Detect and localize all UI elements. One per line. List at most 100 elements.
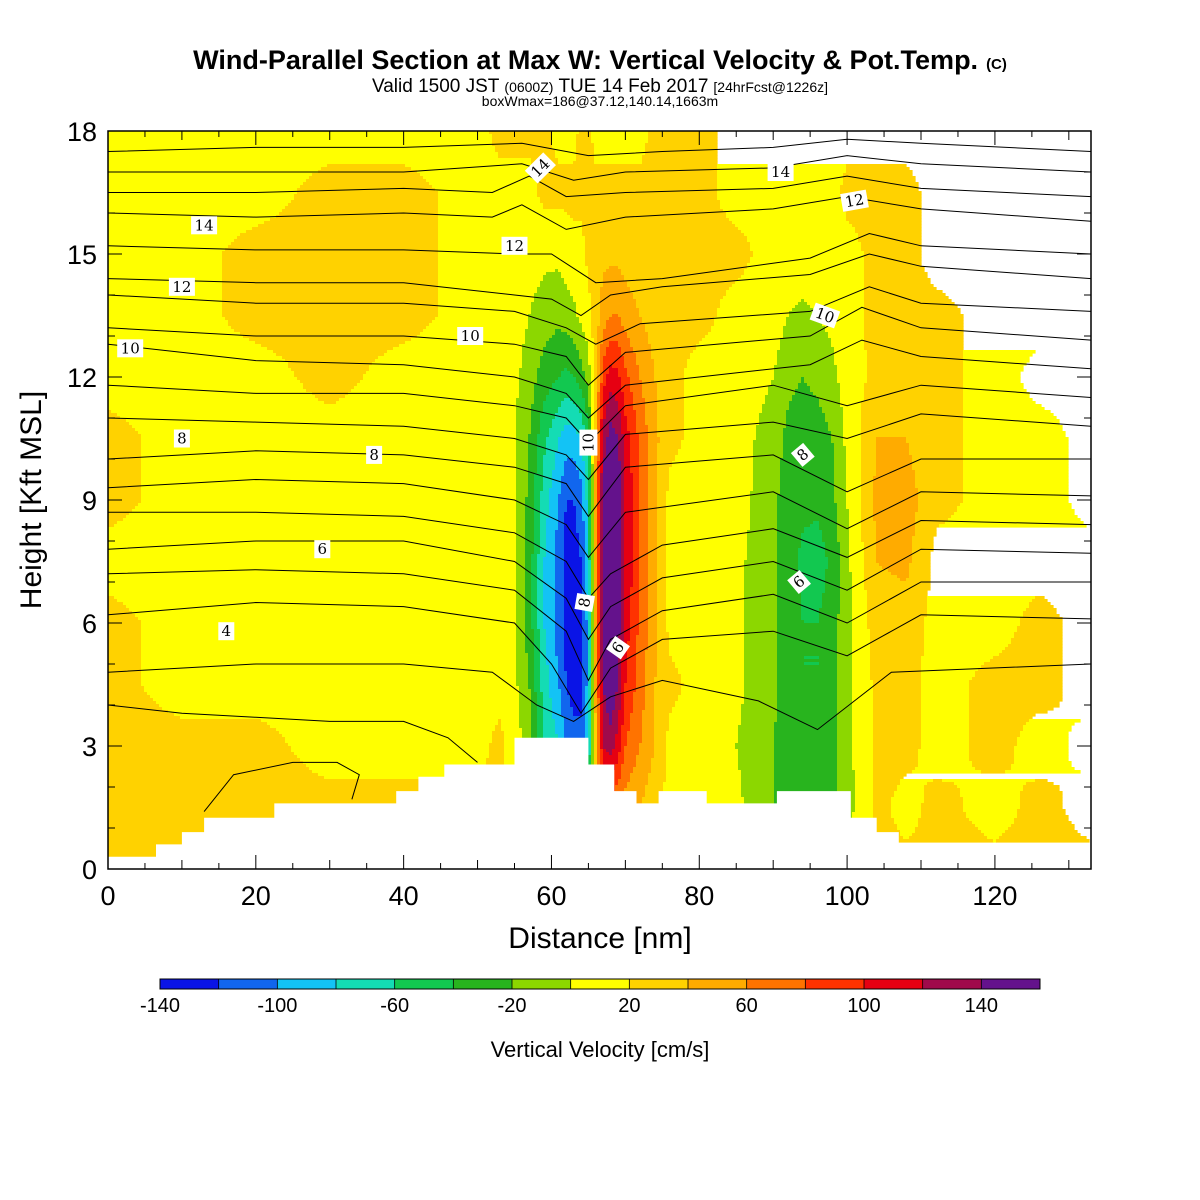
velocity-cell: [591, 626, 595, 630]
velocity-cell: [714, 317, 787, 321]
velocity-cell: [657, 485, 670, 489]
velocity-cell: [855, 776, 874, 780]
velocity-cell: [876, 449, 910, 453]
velocity-cell: [540, 551, 547, 555]
velocity-cell: [516, 614, 526, 618]
velocity-cell: [597, 602, 601, 606]
velocity-cell: [522, 362, 541, 366]
velocity-cell: [777, 602, 802, 606]
velocity-cell: [579, 545, 586, 549]
velocity-cell: [399, 344, 523, 348]
velocity-cell: [585, 539, 589, 543]
velocity-cell: [597, 344, 601, 348]
velocity-cell: [600, 449, 604, 453]
velocity-cell: [576, 509, 583, 513]
velocity-cell: [825, 329, 865, 333]
velocity-cell: [309, 767, 484, 771]
velocity-cell: [555, 644, 565, 648]
velocity-cell: [741, 713, 778, 717]
velocity-cell: [588, 632, 592, 636]
velocity-cell: [669, 650, 745, 654]
velocity-cell: [498, 719, 502, 723]
velocity-cell: [852, 698, 874, 702]
velocity-cell: [123, 518, 517, 522]
velocity-cell: [384, 353, 523, 357]
velocity-cell: [612, 425, 622, 429]
velocity-cell: [657, 650, 670, 654]
velocity-cell: [516, 431, 532, 435]
velocity-cell: [591, 527, 595, 531]
velocity-cell: [774, 755, 838, 759]
velocity-cell: [600, 575, 604, 579]
velocity-cell: [624, 392, 634, 396]
velocity-cell: [627, 659, 637, 663]
velocity-cell: [969, 701, 1060, 705]
velocity-cell: [648, 440, 661, 444]
velocity-cell: [624, 398, 634, 402]
velocity-cell: [516, 599, 526, 603]
velocity-cell: [108, 371, 295, 375]
velocity-cell: [591, 677, 595, 681]
velocity-cell: [591, 542, 595, 546]
velocity-cell: [597, 746, 601, 750]
velocity-cell: [537, 194, 718, 198]
velocity-cell: [864, 584, 931, 588]
velocity-cell: [588, 266, 610, 270]
velocity-cell: [864, 389, 964, 393]
velocity-cell: [873, 518, 916, 522]
velocity-cell: [597, 338, 604, 342]
velocity-cell: [525, 566, 532, 570]
velocity-cell: [600, 704, 604, 708]
velocity-cell: [1017, 740, 1069, 744]
velocity-cell: [624, 473, 634, 477]
velocity-cell: [750, 518, 778, 522]
velocity-cell: [624, 572, 634, 576]
velocity-cell: [222, 308, 439, 312]
velocity-cell: [558, 662, 565, 666]
velocity-cell: [582, 683, 589, 687]
velocity-cell: [585, 545, 589, 549]
velocity-cell: [537, 593, 544, 597]
velocity-cell: [537, 728, 544, 732]
velocity-cell: [537, 716, 544, 720]
velocity-cell: [597, 452, 601, 456]
velocity-cell: [126, 419, 517, 423]
velocity-cell: [516, 503, 526, 507]
velocity-cell: [666, 518, 751, 522]
velocity-cell: [600, 746, 604, 750]
velocity-cell: [525, 644, 535, 648]
velocity-cell: [852, 629, 871, 633]
velocity-cell: [549, 488, 562, 492]
velocity-cell: [624, 632, 631, 636]
velocity-cell: [576, 134, 592, 138]
velocity-cell: [669, 479, 754, 483]
velocity-cell: [600, 563, 604, 567]
velocity-cell: [537, 563, 544, 567]
velocity-cell: [582, 494, 586, 498]
velocity-cell: [912, 455, 964, 459]
velocity-cell: [528, 488, 535, 492]
velocity-cell: [543, 593, 556, 597]
velocity-cell: [543, 698, 553, 702]
velocity-cell: [657, 518, 667, 522]
velocity-cell: [777, 626, 838, 630]
velocity-cell: [639, 365, 655, 369]
velocity-cell: [648, 431, 658, 435]
velocity-cell: [645, 686, 655, 690]
velocity-cell: [621, 470, 625, 474]
velocity-cell: [873, 740, 922, 744]
velocity-cell: [582, 503, 589, 507]
velocity-cell: [597, 677, 601, 681]
velocity-cell: [834, 455, 847, 459]
velocity-cell: [924, 629, 1018, 633]
velocity-cell: [669, 644, 745, 648]
velocity-cell: [798, 566, 829, 570]
velocity-cell: [108, 152, 499, 156]
velocity-cell: [621, 347, 634, 351]
velocity-cell: [528, 671, 535, 675]
velocity-cell: [969, 707, 1054, 711]
velocity-cell: [645, 674, 658, 678]
velocity-cell: [852, 710, 874, 714]
velocity-cell: [861, 494, 874, 498]
velocity-cell: [609, 365, 613, 369]
